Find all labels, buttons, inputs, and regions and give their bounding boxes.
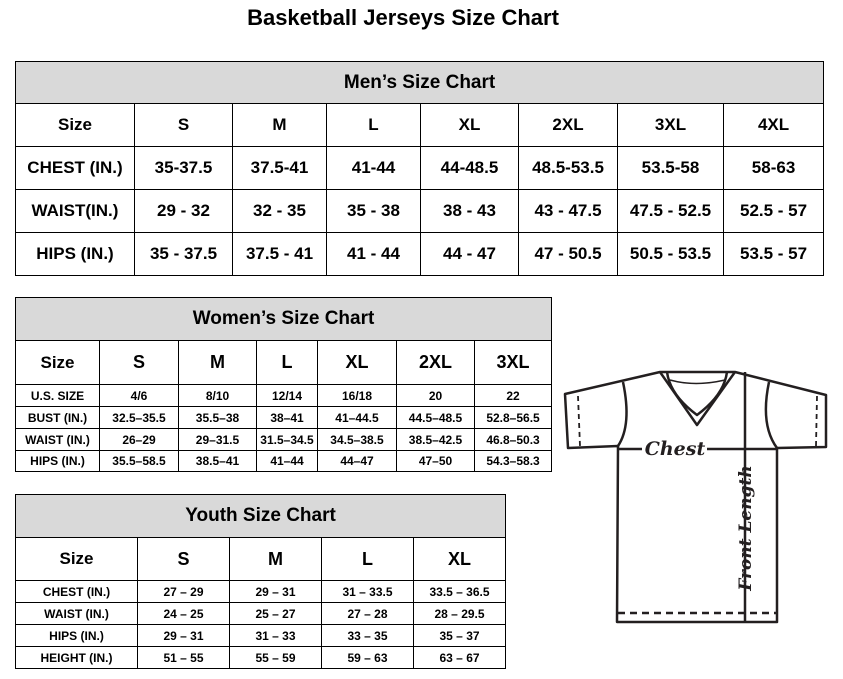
table-cell: 53.5-58 [617,146,724,190]
table-row: WAIST(IN.) 29 - 32 32 - 35 35 - 38 38 - 43 43… [15,189,825,233]
table-cell: 41–44 [256,450,318,472]
chart-title: Youth Size Chart [14,494,507,538]
table-row: CHEST (IN.) 35-37.5 37.5-41 41-44 44-48.5 48.… [15,146,825,190]
table-row: WAIST (IN.) 24 – 25 25 – 27 27 – 28 28 – 29.… [15,602,507,625]
table-cell: 35.5–58.5 [99,450,179,472]
table-cell: S [137,537,230,581]
table-cell: 52.5 - 57 [722,189,825,233]
table-cell: L [256,340,318,385]
table-row: HIPS (IN.) 29 – 31 31 – 33 33 – 35 35 – 37 [15,624,507,647]
table-cell: 52.8–56.5 [473,406,553,429]
table-cell: 31 – 33 [229,624,322,647]
table-row: HIPS (IN.) 35 - 37.5 37.5 - 41 41 - 44 44 - … [15,232,825,276]
table-cell: 37.5 - 41 [232,232,327,276]
table-cell: L [326,103,421,147]
collar-inner [665,371,729,417]
table-cell: 2XL [396,340,475,385]
chest-label: Chest [645,438,706,460]
table-cell: 41–44.5 [317,406,397,429]
row-label: BUST (IN.) [15,406,100,429]
table-cell: 27 – 29 [137,580,230,603]
size-header-row: Size S M L XL 2XL 3XL 4XL [15,103,825,147]
chart-title: Men’s Size Chart [14,61,825,104]
table-cell: 47 - 50.5 [518,232,618,276]
table-cell: 35.5–38 [178,406,257,429]
table-cell: 12/14 [256,384,318,407]
table-cell: 41-44 [326,146,421,190]
table-cell: XL [317,340,397,385]
table-cell: XL [420,103,519,147]
table-cell: L [321,537,414,581]
table-cell: 63 – 67 [412,646,507,669]
table-cell: 29 – 31 [229,580,322,603]
table-cell: 38.5–41 [178,450,257,472]
table-cell: M [229,537,322,581]
row-label: Size [15,340,100,385]
row-label: HIPS (IN.) [15,232,135,276]
table-cell: S [134,103,233,147]
table-cell: 32 - 35 [232,189,327,233]
table-cell: 44–47 [317,450,397,472]
table-cell: 38 - 43 [420,189,519,233]
table-cell: 35 - 38 [326,189,421,233]
table-cell: 47–50 [396,450,475,472]
table-cell: 59 – 63 [321,646,414,669]
row-label: Size [15,537,138,581]
table-cell: 3XL [617,103,724,147]
front-length-label: Front Length [736,465,756,591]
table-cell: 31.5–34.5 [256,428,318,451]
table-cell: 43 - 47.5 [518,189,618,233]
table-cell: 2XL [518,103,618,147]
table-cell: 20 [396,384,475,407]
table-cell: 29 – 31 [137,624,230,647]
table-cell: 31 – 33.5 [321,580,414,603]
row-label: HIPS (IN.) [15,624,138,647]
table-row: WAIST (IN.) 26–29 29–31.5 31.5–34.5 34.5–38.… [15,428,553,451]
table-row: HIPS (IN.) 35.5–58.5 38.5–41 41–44 44–47 47–5… [15,450,553,472]
row-label: HEIGHT (IN.) [15,646,138,669]
shirt-outline [563,370,828,624]
table-cell: 48.5-53.5 [518,146,618,190]
table-cell: 38.5–42.5 [396,428,475,451]
table-cell: 44.5–48.5 [396,406,475,429]
table-cell: 16/18 [317,384,397,407]
size-header-row: Size S M L XL [15,537,507,581]
collar-inner2 [669,379,726,385]
row-label: CHEST (IN.) [15,146,135,190]
youth-size-chart: Youth Size Chart Size S M L XL CHEST (IN.) 27 –… [14,494,507,669]
table-cell: 55 – 59 [229,646,322,669]
table-cell: 54.3–58.3 [473,450,553,472]
table-cell: 53.5 - 57 [722,232,825,276]
row-label: HIPS (IN.) [15,450,100,472]
row-label: WAIST(IN.) [15,189,135,233]
page-title: Basketball Jerseys Size Chart [247,5,559,30]
left-armhole [616,381,628,447]
table-cell: 58-63 [722,146,825,190]
table-cell: 28 – 29.5 [412,602,507,625]
table-cell: 35 - 37.5 [134,232,233,276]
table-row: BUST (IN.) 32.5–35.5 35.5–38 38–41 41–44.5 44… [15,406,553,429]
table-cell: M [232,103,327,147]
table-cell: 29–31.5 [178,428,257,451]
mens-size-chart: Men’s Size Chart Size S M L XL 2XL 3XL 4XL CHEST … [14,61,825,276]
table-cell: 51 – 55 [137,646,230,669]
table-row: CHEST (IN.) 27 – 29 29 – 31 31 – 33.5 33.5 –… [15,580,507,603]
row-label: CHEST (IN.) [15,580,138,603]
table-cell: 44-48.5 [420,146,519,190]
row-label: U.S. SIZE [15,384,100,407]
womens-size-chart: Women’s Size Chart Size S M L XL 2XL 3XL U.S. SI… [14,297,553,472]
table-row: HEIGHT (IN.) 51 – 55 55 – 59 59 – 63 63 – 67 [15,646,507,669]
row-label: WAIST (IN.) [15,602,138,625]
right-armhole [764,381,779,449]
table-cell: 41 - 44 [326,232,421,276]
table-cell: XL [412,537,507,581]
